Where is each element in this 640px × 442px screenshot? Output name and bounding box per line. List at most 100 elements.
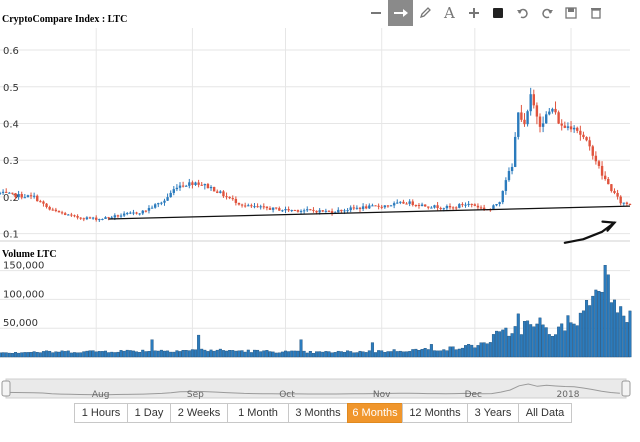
candle-body [296, 210, 300, 212]
candle-body [371, 205, 374, 207]
candle-body [591, 146, 594, 156]
candle-body [253, 206, 256, 208]
volume-title: Volume LTC [2, 249, 57, 260]
chart-title: CryptoCompare Index : LTC [2, 14, 127, 25]
crosshair-tool-icon [468, 7, 480, 19]
navigator[interactable]: Aug Sep Oct Nov Dec 2018 [1, 378, 631, 400]
range-button-1-day[interactable]: 1 Day [127, 403, 171, 423]
range-button-6-months[interactable]: 6 Months [347, 403, 403, 423]
candle-body [5, 191, 8, 193]
candle [563, 121, 567, 129]
candle-body [129, 212, 132, 214]
candle-body [414, 204, 418, 206]
volume-bar [485, 343, 489, 358]
range-button-3-months[interactable]: 3 Months [288, 403, 348, 423]
volume-bar [200, 348, 204, 358]
candle [175, 184, 179, 192]
undo-tool-button[interactable] [510, 0, 534, 26]
delete-tool-button[interactable] [584, 0, 608, 26]
save-tool-icon [565, 7, 578, 19]
month-tick-label: Oct [279, 390, 295, 400]
volume-bar [581, 310, 585, 358]
candle-body [85, 217, 89, 220]
candle-body [448, 206, 452, 208]
candle-body [588, 140, 591, 147]
volume-bar [1, 352, 5, 358]
candle-body [513, 136, 517, 167]
volume-bar [380, 350, 384, 358]
volume-bar [616, 312, 620, 358]
candle-body [79, 217, 82, 219]
volume-bar [575, 325, 579, 358]
volume-bar [342, 351, 346, 358]
range-button-12-months[interactable]: 12 Months [402, 403, 468, 423]
candle [420, 202, 424, 207]
candle-body [188, 182, 191, 186]
volume-bar [141, 349, 145, 358]
candle-body [88, 217, 92, 219]
zoom-out-tool-button[interactable] [364, 0, 388, 26]
candle [135, 211, 138, 215]
range-button-1-hours[interactable]: 1 Hours [74, 403, 128, 423]
volume-bar [386, 351, 390, 358]
candle-body [600, 165, 604, 176]
navigator-left-handle[interactable] [1, 380, 11, 397]
volume-bar [578, 312, 582, 358]
candle [538, 113, 542, 133]
candle [433, 204, 436, 209]
candle [302, 208, 306, 214]
candle [132, 209, 135, 216]
candle-body [150, 207, 154, 209]
volume-bar [321, 351, 325, 358]
candle-body [284, 209, 287, 211]
candle-body [54, 209, 58, 211]
volume-bar [54, 351, 58, 358]
candle-body [225, 196, 228, 198]
candle [306, 206, 309, 213]
candle-body [299, 210, 303, 212]
range-button-all-data[interactable]: All Data [518, 403, 572, 423]
candle [510, 163, 514, 175]
candle-body [396, 202, 399, 204]
range-button-3-years[interactable]: 3 Years [467, 403, 519, 423]
volume-bar [349, 351, 353, 358]
candle-body [492, 205, 495, 210]
candle [495, 203, 498, 207]
candle-body [346, 210, 349, 212]
candle-body [622, 202, 625, 204]
candle-body [392, 203, 396, 206]
volume-bar [367, 350, 371, 358]
range-button-1-month[interactable]: 1 Month [227, 403, 289, 423]
volume-bar [7, 352, 11, 358]
candle-body [166, 197, 169, 201]
candle-body [212, 186, 216, 192]
candle-body [579, 130, 582, 135]
candle-body [619, 196, 622, 204]
month-tick-label: Nov [373, 390, 391, 400]
pencil-tool-button[interactable] [413, 0, 437, 26]
line-tool-button[interactable] [388, 0, 413, 26]
candle [513, 132, 517, 168]
candle [622, 202, 625, 206]
shape-tool-button[interactable] [486, 0, 510, 26]
volume-bar [234, 350, 238, 358]
candle [327, 210, 331, 213]
candle [265, 206, 269, 211]
volume-bar [135, 351, 139, 358]
volume-bar [541, 324, 545, 358]
candle [368, 203, 371, 209]
candle [243, 202, 247, 208]
range-button-2-weeks[interactable]: 2 Weeks [170, 403, 228, 423]
redo-tool-button[interactable] [535, 0, 559, 26]
candle [405, 202, 408, 205]
candle-body [181, 185, 185, 187]
candle [237, 202, 241, 206]
navigator-right-handle[interactable] [621, 380, 631, 397]
candle [284, 206, 287, 214]
save-tool-button[interactable] [559, 0, 583, 26]
volume-bar [436, 350, 440, 358]
candle [585, 136, 588, 142]
text-tool-button[interactable]: A [437, 0, 461, 26]
crosshair-tool-button[interactable] [462, 0, 486, 26]
volume-bar [324, 351, 328, 358]
